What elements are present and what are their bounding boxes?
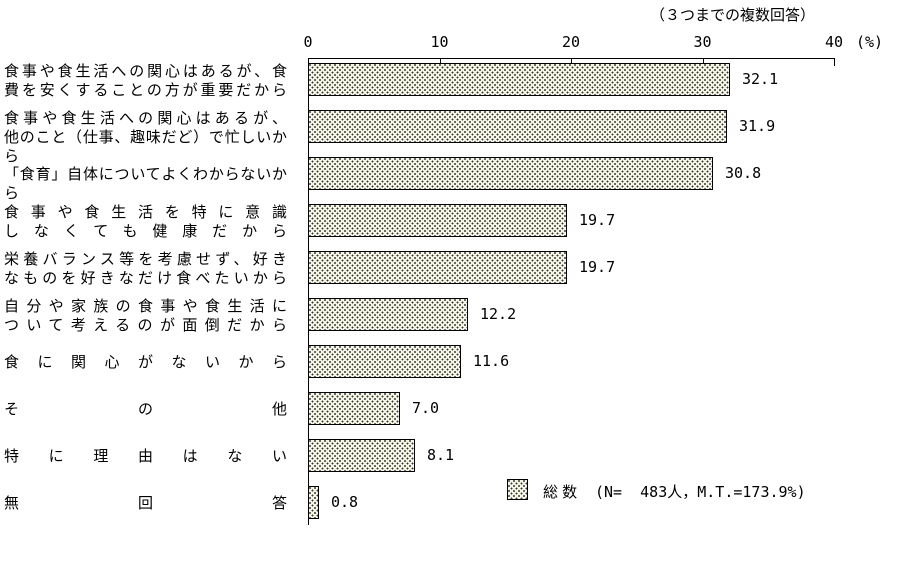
category-label-line: 特に理由はない [4, 448, 287, 465]
x-axis-tick [834, 58, 835, 66]
bar [308, 63, 730, 96]
x-axis-tick [571, 58, 572, 66]
bar-value-label: 7.0 [412, 399, 440, 417]
bar-value-label: 11.6 [473, 352, 510, 370]
category-label-line: 費を安くすることの方が重要だから [4, 82, 287, 99]
category-label-line: 無回答 [4, 495, 287, 512]
x-axis-unit-label: (%) [856, 33, 884, 51]
category-label-line: 他のこと（仕事、趣味だど）で忙しいから [4, 129, 287, 165]
bar [308, 110, 727, 143]
x-axis-tick-label: 40 [824, 33, 844, 51]
category-label-line: なものを好きなだけ食べたいから [4, 270, 287, 287]
bar [308, 251, 567, 284]
category-label: 食事や食生活への関心はあるが、他のこと（仕事、趣味だど）で忙しいから [4, 109, 287, 166]
legend-sample-note: (N= 483人，M.T.=173.9%) [595, 483, 806, 501]
category-label-line: しなくても健康だから [4, 223, 287, 240]
category-label-line: その他 [4, 401, 287, 418]
category-label-line: ついて考えるのが面倒だから [4, 317, 287, 334]
category-label-line: 栄養バランス等を考慮せず、好き [4, 251, 287, 268]
category-label: 食に関心がないから [4, 353, 287, 372]
x-axis-tick-label: 20 [561, 33, 581, 51]
category-label: 栄養バランス等を考慮せず、好き なものを好きなだけ食べたいから [4, 250, 287, 288]
response-count-note: （３つまでの複数回答） [650, 7, 816, 24]
category-label-line: 食事や食生活を特に意識 [4, 204, 287, 221]
bar [308, 486, 319, 519]
bar-value-label: 0.8 [331, 493, 359, 511]
category-label: 「食育」自体についてよくわからないから [4, 165, 287, 203]
bar-value-label: 19.7 [579, 211, 616, 229]
bar [308, 204, 567, 237]
bar-value-label: 12.2 [480, 305, 517, 323]
category-label: 無回答 [4, 494, 287, 513]
x-axis-tick-label: 30 [693, 33, 712, 51]
bar [308, 298, 468, 331]
category-label: 自分や家族の食事や食生活に ついて考えるのが面倒だから [4, 297, 287, 335]
bar-value-label: 30.8 [725, 164, 762, 182]
bar [308, 345, 461, 378]
legend-swatch [507, 479, 528, 500]
bar-value-label: 32.1 [742, 70, 779, 88]
x-axis-tick [439, 58, 441, 66]
x-axis-tick-label: 0 [303, 33, 313, 51]
category-label: 特に理由はない [4, 447, 287, 466]
category-label: その他 [4, 400, 287, 419]
category-label-line: 食事や食生活への関心はあるが、食 [4, 63, 287, 80]
y-axis-line [308, 58, 309, 525]
category-label: 食事や食生活への関心はあるが、食 費を安くすることの方が重要だから [4, 62, 287, 100]
category-label: 食事や食生活を特に意識 しなくても健康だから [4, 203, 287, 241]
legend-series-label: 総 数 [543, 484, 578, 501]
bar [308, 439, 415, 472]
category-label-line: 自分や家族の食事や食生活に [4, 298, 287, 315]
category-label-line: 食事や食生活への関心はあるが、 [4, 110, 287, 127]
bar [308, 392, 400, 425]
category-label-line: 食に関心がないから [4, 354, 287, 371]
bar [308, 157, 713, 190]
x-axis-tick [702, 58, 704, 66]
x-axis-tick-label: 10 [430, 33, 449, 51]
bar-value-label: 8.1 [427, 446, 455, 464]
bar-value-label: 19.7 [579, 258, 616, 276]
category-label-line: 「食育」自体についてよくわからないから [4, 166, 287, 202]
bar-value-label: 31.9 [739, 117, 776, 135]
